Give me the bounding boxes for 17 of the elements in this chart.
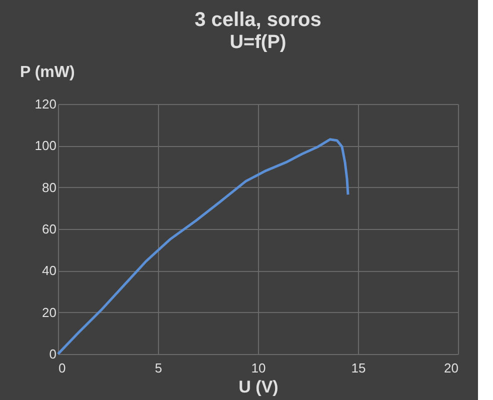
y-tick-label: 40 <box>42 263 56 278</box>
chart-title: 3 cella, soros <box>194 9 322 31</box>
y-tick-label: 20 <box>42 304 56 320</box>
y-tick-label: 100 <box>34 138 56 154</box>
y-tick-label: 120 <box>34 96 56 112</box>
x-tick-label: 5 <box>154 360 162 376</box>
x-tick-label: 15 <box>351 360 366 376</box>
x-tick-label: 10 <box>251 360 266 376</box>
y-tick-label: 80 <box>42 180 56 195</box>
chart-subtitle: U=f(P) <box>230 32 286 53</box>
y-tick-label: 0 <box>49 346 56 362</box>
x-axis-title: U (V) <box>238 378 278 396</box>
x-tick-label: 20 <box>444 360 458 376</box>
line-series <box>56 138 350 356</box>
y-axis-title: P (mW) <box>20 64 75 81</box>
x-tick-label: 0 <box>58 360 66 376</box>
y-tick-label: 60 <box>42 222 56 236</box>
